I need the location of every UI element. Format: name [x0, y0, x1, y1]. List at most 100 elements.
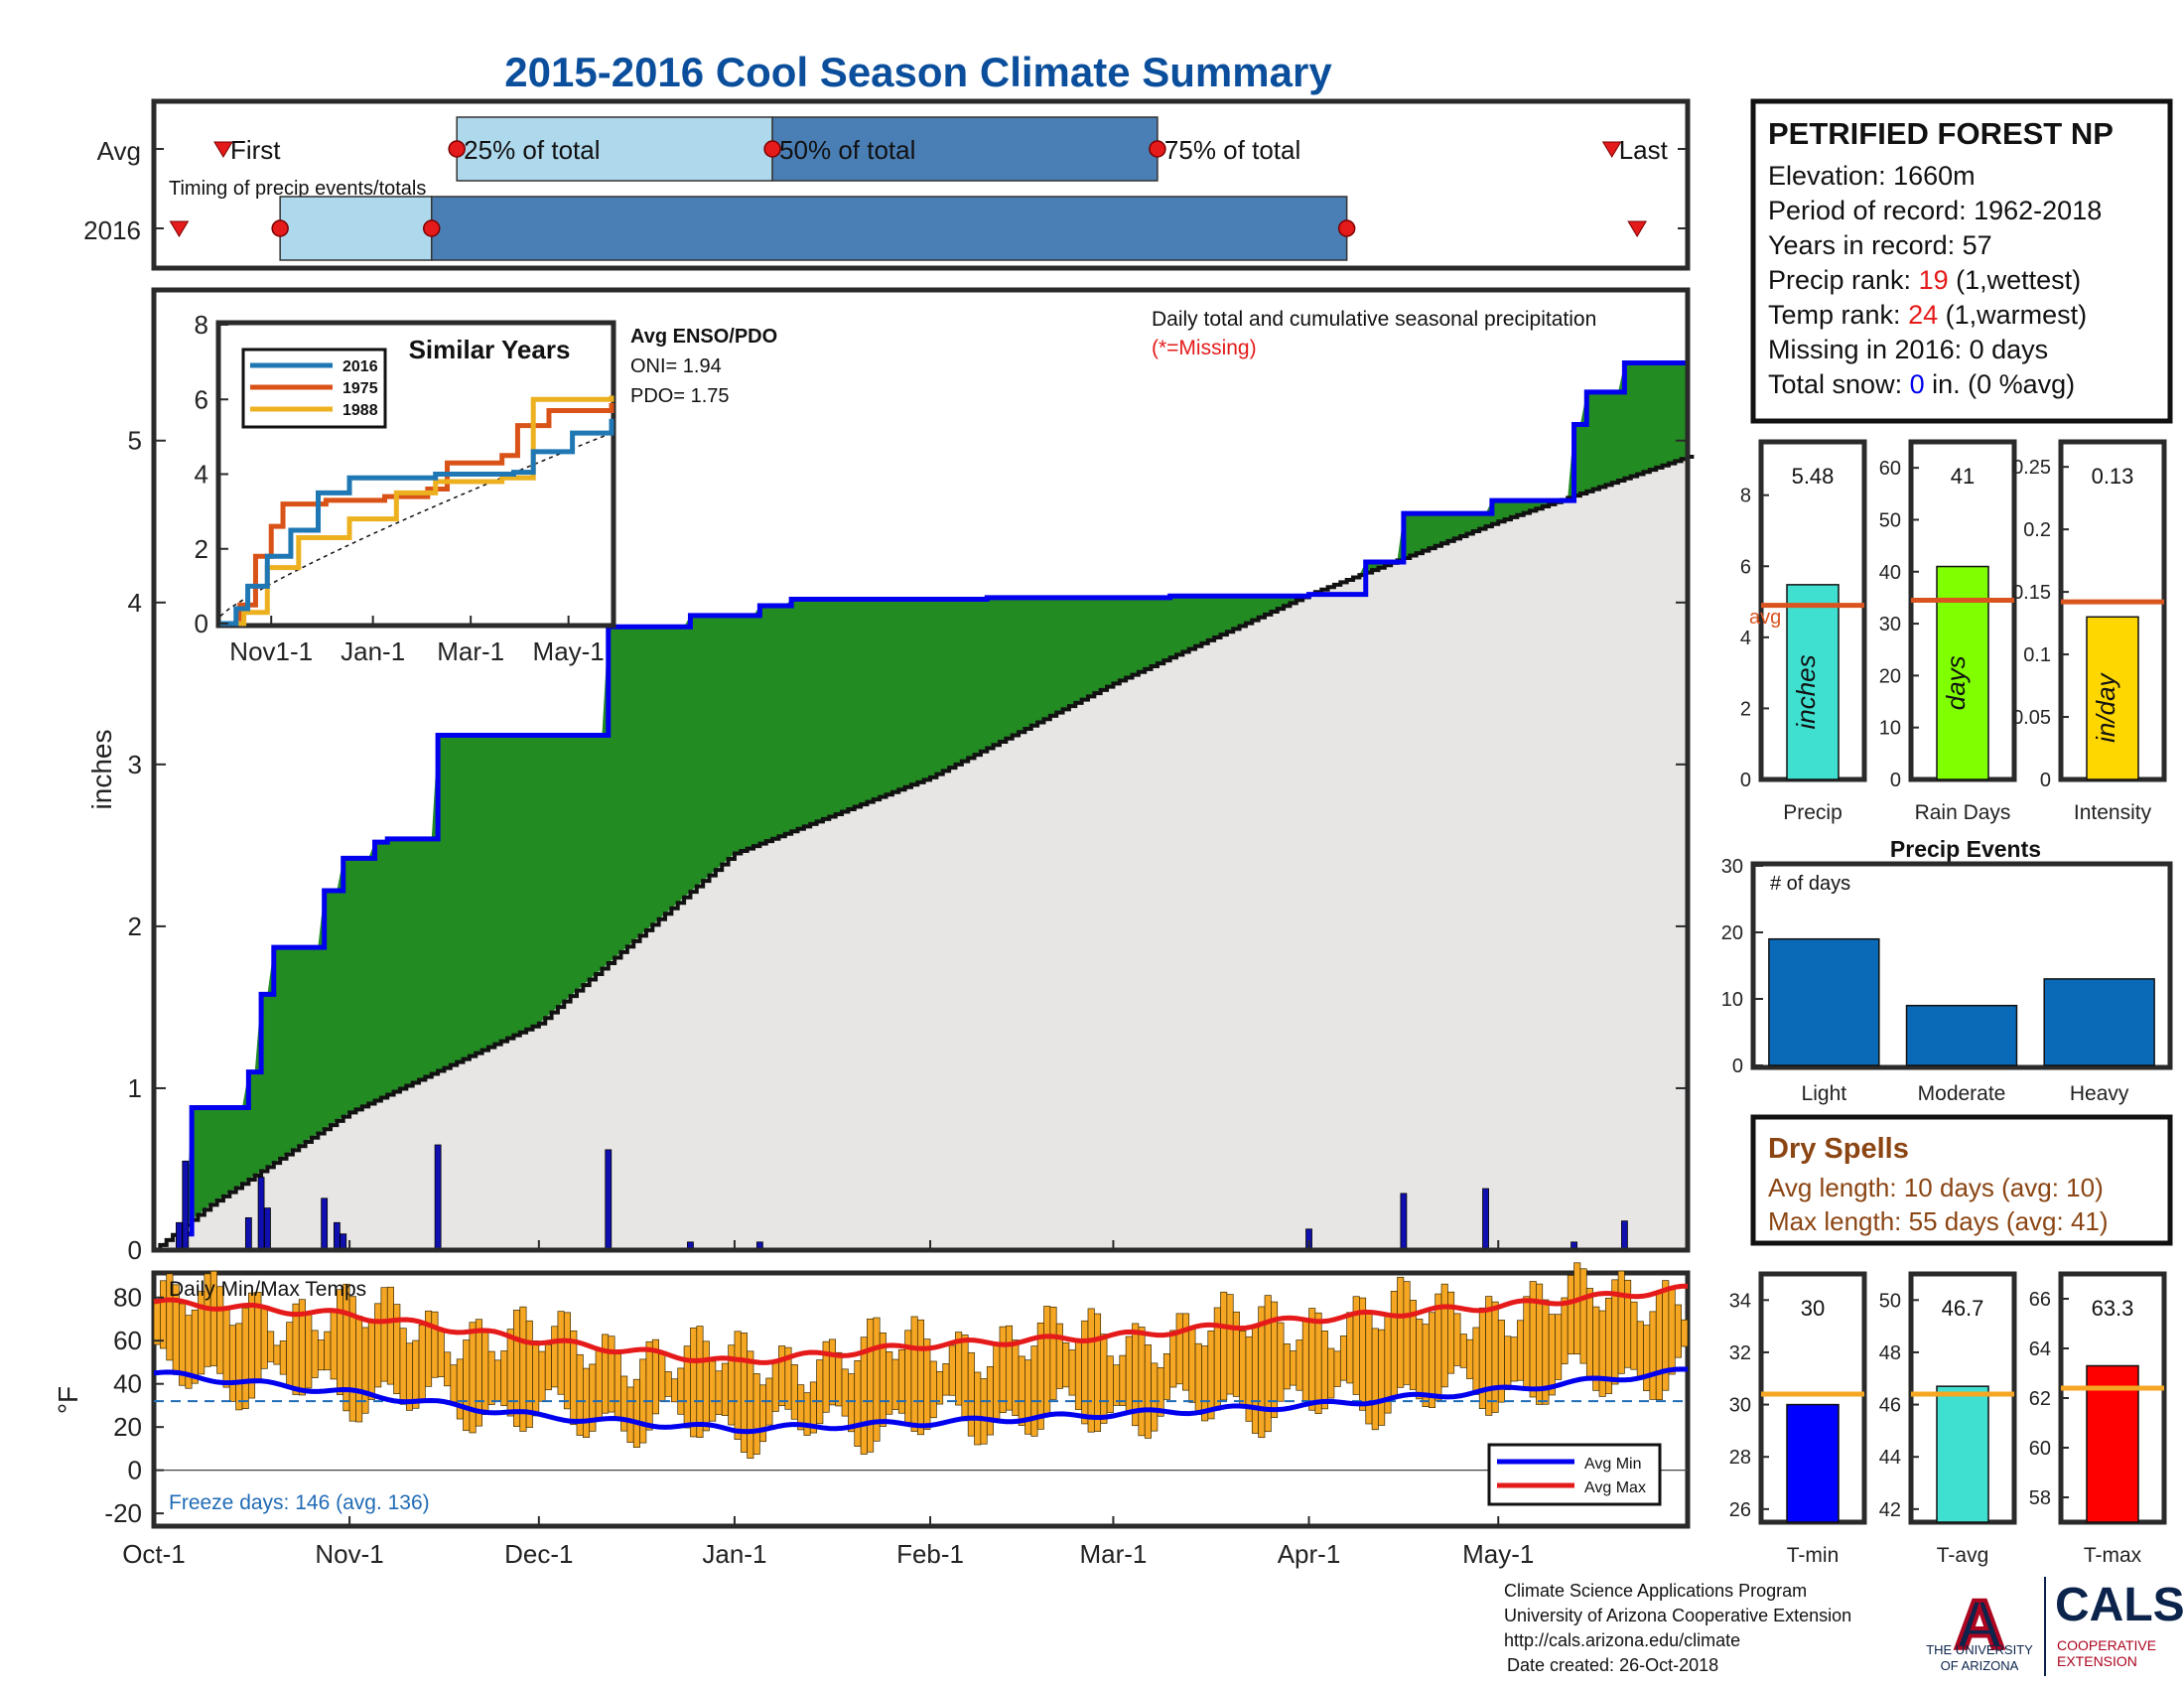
daily-temp-range-bar: [1555, 1314, 1563, 1380]
tmax: 63.3 58 60 62 64 66 T-max: [2029, 1271, 2167, 1567]
daily-temp-range-bar: [1523, 1296, 1531, 1388]
precip-rank: Precip rank: 19 (1,wettest): [1768, 265, 2081, 295]
daily-temp-range-bar: [437, 1329, 445, 1377]
daily-temp-range-bar: [506, 1329, 514, 1417]
timing-percentile-marker: [423, 219, 441, 237]
tmin-ytick-label: 34: [1729, 1290, 1751, 1312]
intensity-unit: in/day: [2091, 671, 2120, 742]
event-category-label: Moderate: [1918, 1082, 2006, 1105]
station-name: PETRIFIED FOREST NP: [1768, 116, 2114, 151]
daily-temp-range-bar: [1478, 1307, 1486, 1409]
daily-temp-range-bar: [602, 1334, 610, 1414]
events-title: Precip Events: [1890, 836, 2041, 862]
daily-temp-range-bar: [444, 1351, 452, 1387]
daily-temp-range-bar: [330, 1309, 338, 1380]
rain-days-ytick-label: 50: [1879, 509, 1901, 531]
daily-temp-range-bar: [816, 1359, 824, 1425]
rain-days-ytick-label: 10: [1879, 718, 1901, 740]
daily-temp-range-bar: [1251, 1325, 1260, 1434]
event-category-label: Light: [1802, 1082, 1847, 1105]
rain-days-label: Rain Days: [1915, 801, 2011, 824]
daily-temp-range-bar: [160, 1280, 168, 1349]
daily-temp-range-bar: [1043, 1306, 1051, 1416]
timing-box-25-50: [456, 116, 773, 182]
daily-temp-range-bar: [803, 1392, 811, 1436]
tmin-ytick-label: 28: [1729, 1447, 1751, 1469]
daily-temp-range-bar: [778, 1345, 786, 1407]
daily-precip-bar: [264, 1207, 271, 1251]
temp-ytick-label: 40: [113, 1369, 142, 1399]
daily-temp-range-bar: [1617, 1270, 1625, 1374]
daily-temp-range-bar: [1100, 1334, 1108, 1424]
avg-min-line: [153, 1366, 1689, 1435]
daily-temp-range-bar: [936, 1370, 944, 1405]
events-ytick-label: 10: [1721, 989, 1743, 1011]
daily-temp-range-bar: [867, 1318, 875, 1453]
daily-temp-range-bar: [721, 1362, 729, 1416]
events-ytick-label: 0: [1732, 1055, 1743, 1077]
daily-temp-range-bar: [1182, 1313, 1190, 1391]
precip-total-ytick-label: 8: [1740, 486, 1751, 507]
inset-xtick-label: Jan-1: [341, 636, 405, 666]
month-tick-label: Apr-1: [1278, 1539, 1341, 1569]
timing-avg-label: First: [230, 135, 281, 165]
daily-temp-range-bar: [740, 1333, 749, 1453]
daily-temp-range-bar: [967, 1351, 975, 1437]
daily-temp-range-bar: [1301, 1320, 1309, 1401]
timing-avg-label: Last: [1619, 135, 1669, 165]
timing-first-last-marker: [1601, 141, 1622, 158]
daily-temp-range-bar: [544, 1343, 552, 1391]
station-info: PETRIFIED FOREST NP Elevation: 1660m Per…: [1750, 98, 2173, 424]
inset-ytick-label: 2: [195, 534, 208, 564]
daily-precip-bar: [182, 1160, 190, 1251]
daily-temp-range-bar: [897, 1348, 905, 1414]
pdo-value: PDO= 1.75: [630, 385, 730, 407]
daily-temp-range-bar: [1194, 1342, 1202, 1415]
daily-temp-range-bar: [980, 1378, 988, 1445]
daily-temp-range-bar: [557, 1311, 565, 1395]
daily-temp-range-bar: [942, 1363, 950, 1396]
daily-temp-range-bar: [260, 1308, 268, 1369]
daily-temp-range-bar: [1416, 1319, 1424, 1400]
daily-precip-bar: [176, 1221, 183, 1251]
intensity-value: 0.13: [2092, 464, 2134, 489]
daily-temp-range-bar: [1573, 1262, 1581, 1355]
daily-temp-range-bar: [677, 1367, 685, 1415]
timing-avg-label: 25% of total: [464, 135, 600, 165]
daily-temp-range-bar: [1390, 1291, 1398, 1399]
precip-ytick-label: 0: [128, 1235, 142, 1265]
oni-value: ONI= 1.94: [630, 355, 722, 377]
daily-temp-range-bar: [228, 1325, 237, 1402]
daily-precip-bar: [1482, 1188, 1489, 1251]
footer-line3: http://cals.arizona.edu/climate: [1504, 1630, 1740, 1650]
rain-days-ytick-label: 30: [1879, 614, 1901, 635]
events-ytick-label: 30: [1721, 856, 1743, 878]
daily-temp-range-bar: [1440, 1283, 1448, 1388]
month-tick-label: May-1: [1462, 1539, 1534, 1569]
temp-legend: [1487, 1443, 1662, 1506]
daily-temp-range-bar: [481, 1332, 489, 1415]
daily-temp-range-bar: [563, 1312, 571, 1410]
daily-temp-range-bar: [759, 1384, 767, 1443]
average-cumulative-area: [154, 457, 1688, 1250]
daily-temp-range-bar: [1516, 1320, 1525, 1381]
daily-temp-range-bar: [286, 1322, 294, 1387]
daily-temp-range-bar: [355, 1316, 363, 1423]
cals-sub1: COOPERATIVE: [2057, 1637, 2156, 1653]
tavg-value: 46.7: [1942, 1296, 1984, 1321]
daily-temp-range-bar: [886, 1351, 893, 1415]
daily-temp-range-bar: [614, 1353, 621, 1420]
daily-precip-bar: [1400, 1193, 1408, 1251]
inset-xtick-label: Mar-1: [437, 636, 504, 666]
inset-ytick-label: 6: [195, 384, 208, 414]
precip-total-ytick-label: 4: [1740, 628, 1751, 649]
daily-temp-range-bar: [1681, 1319, 1689, 1347]
tavg-ytick-label: 48: [1879, 1342, 1901, 1364]
avg-max-line: [153, 1283, 1689, 1365]
dry-avg: Avg length: 10 days (avg: 10): [1768, 1173, 2104, 1202]
daily-temp-range-bar: [1466, 1338, 1474, 1379]
daily-temp-range-bar: [399, 1328, 407, 1405]
precip-ytick-label: 2: [128, 912, 142, 941]
daily-temp-range-bar: [715, 1370, 723, 1415]
daily-temp-range-bar: [828, 1338, 837, 1406]
